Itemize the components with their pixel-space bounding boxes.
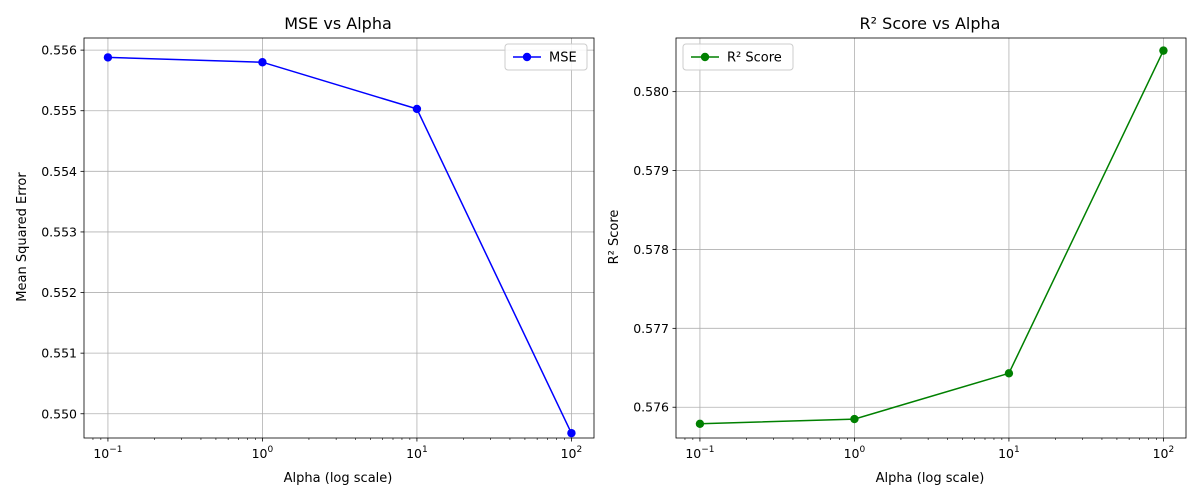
r2-ytick-label-4: 0.580	[633, 84, 669, 99]
r2-legend-label: R² Score	[727, 51, 782, 66]
r2-ytick-label-3: 0.579	[633, 163, 669, 178]
mse-chart-title: MSE vs Alpha	[284, 14, 392, 33]
mse-xtick-label-0: 10−1	[93, 445, 122, 461]
mse-xtick-label-3: 102	[561, 445, 583, 461]
mse-ytick-label-6: 0.556	[41, 43, 77, 58]
r2-legend-box	[682, 43, 794, 71]
r2-data-point-1	[850, 414, 859, 424]
r2-xtick-label-2: 101	[998, 445, 1020, 461]
r2-ytick-label-0: 0.576	[633, 400, 669, 415]
r2-chart-ylabel: R² Score	[607, 210, 622, 265]
r2-ytick-label-1: 0.577	[633, 321, 669, 336]
mse-plot-area: 10−1 100 101 102 0.550 0.551 0.552 0.553 0.554 0.…	[41, 37, 595, 461]
mse-xtick-label-2: 101	[406, 445, 428, 461]
mse-series-line-0	[107, 56, 573, 434]
r2-data-point-0	[695, 419, 705, 428]
r2-xtick-label-3: 102	[1153, 445, 1175, 461]
mse-ytick-label-3: 0.553	[41, 224, 77, 239]
mse-ytick-label-4: 0.554	[41, 164, 77, 179]
mse-xtick-label-1: 100	[252, 445, 274, 461]
r2-chart-title: R² Score vs Alpha	[860, 14, 1001, 33]
r2-axes-frame	[675, 37, 1187, 439]
r2-series-line-0	[699, 50, 1165, 425]
mse-chart: MSE vs Alpha Alpha (log scale) Mean Squa…	[15, 14, 595, 486]
r2-legend-marker	[700, 52, 710, 62]
mse-data-point-2	[412, 104, 422, 114]
mse-data-point-1	[258, 58, 267, 67]
mse-chart-ylabel: Mean Squared Error	[15, 172, 30, 302]
mse-legend-label: MSE	[549, 51, 577, 66]
r2-data-point-2	[1004, 369, 1014, 378]
mse-ytick-label-2: 0.552	[41, 285, 77, 300]
r2-xtick-label-1: 100	[844, 445, 866, 461]
r2-chart: R² Score vs Alpha Alpha (log scale) R² S…	[607, 14, 1187, 486]
r2-chart-xlabel: Alpha (log scale)	[876, 471, 985, 486]
mse-data-point-0	[103, 53, 113, 62]
r2-plot-area: 10−1 100 101 102 0.576 0.577 0.578 0.579 0.580 R²…	[633, 37, 1187, 461]
r2-xtick-label-0: 10−1	[685, 445, 714, 461]
r2-data-point-3	[1159, 46, 1168, 55]
r2-ytick-label-2: 0.578	[633, 242, 669, 257]
mse-axes-frame	[83, 37, 595, 439]
mse-ytick-label-1: 0.551	[41, 346, 77, 361]
mse-legend-box	[504, 43, 588, 71]
mse-ytick-label-5: 0.555	[41, 103, 77, 118]
mse-legend-marker	[522, 52, 532, 62]
mse-data-point-3	[567, 428, 576, 438]
mse-ytick-label-0: 0.550	[41, 406, 77, 421]
mse-chart-xlabel: Alpha (log scale)	[284, 471, 393, 486]
